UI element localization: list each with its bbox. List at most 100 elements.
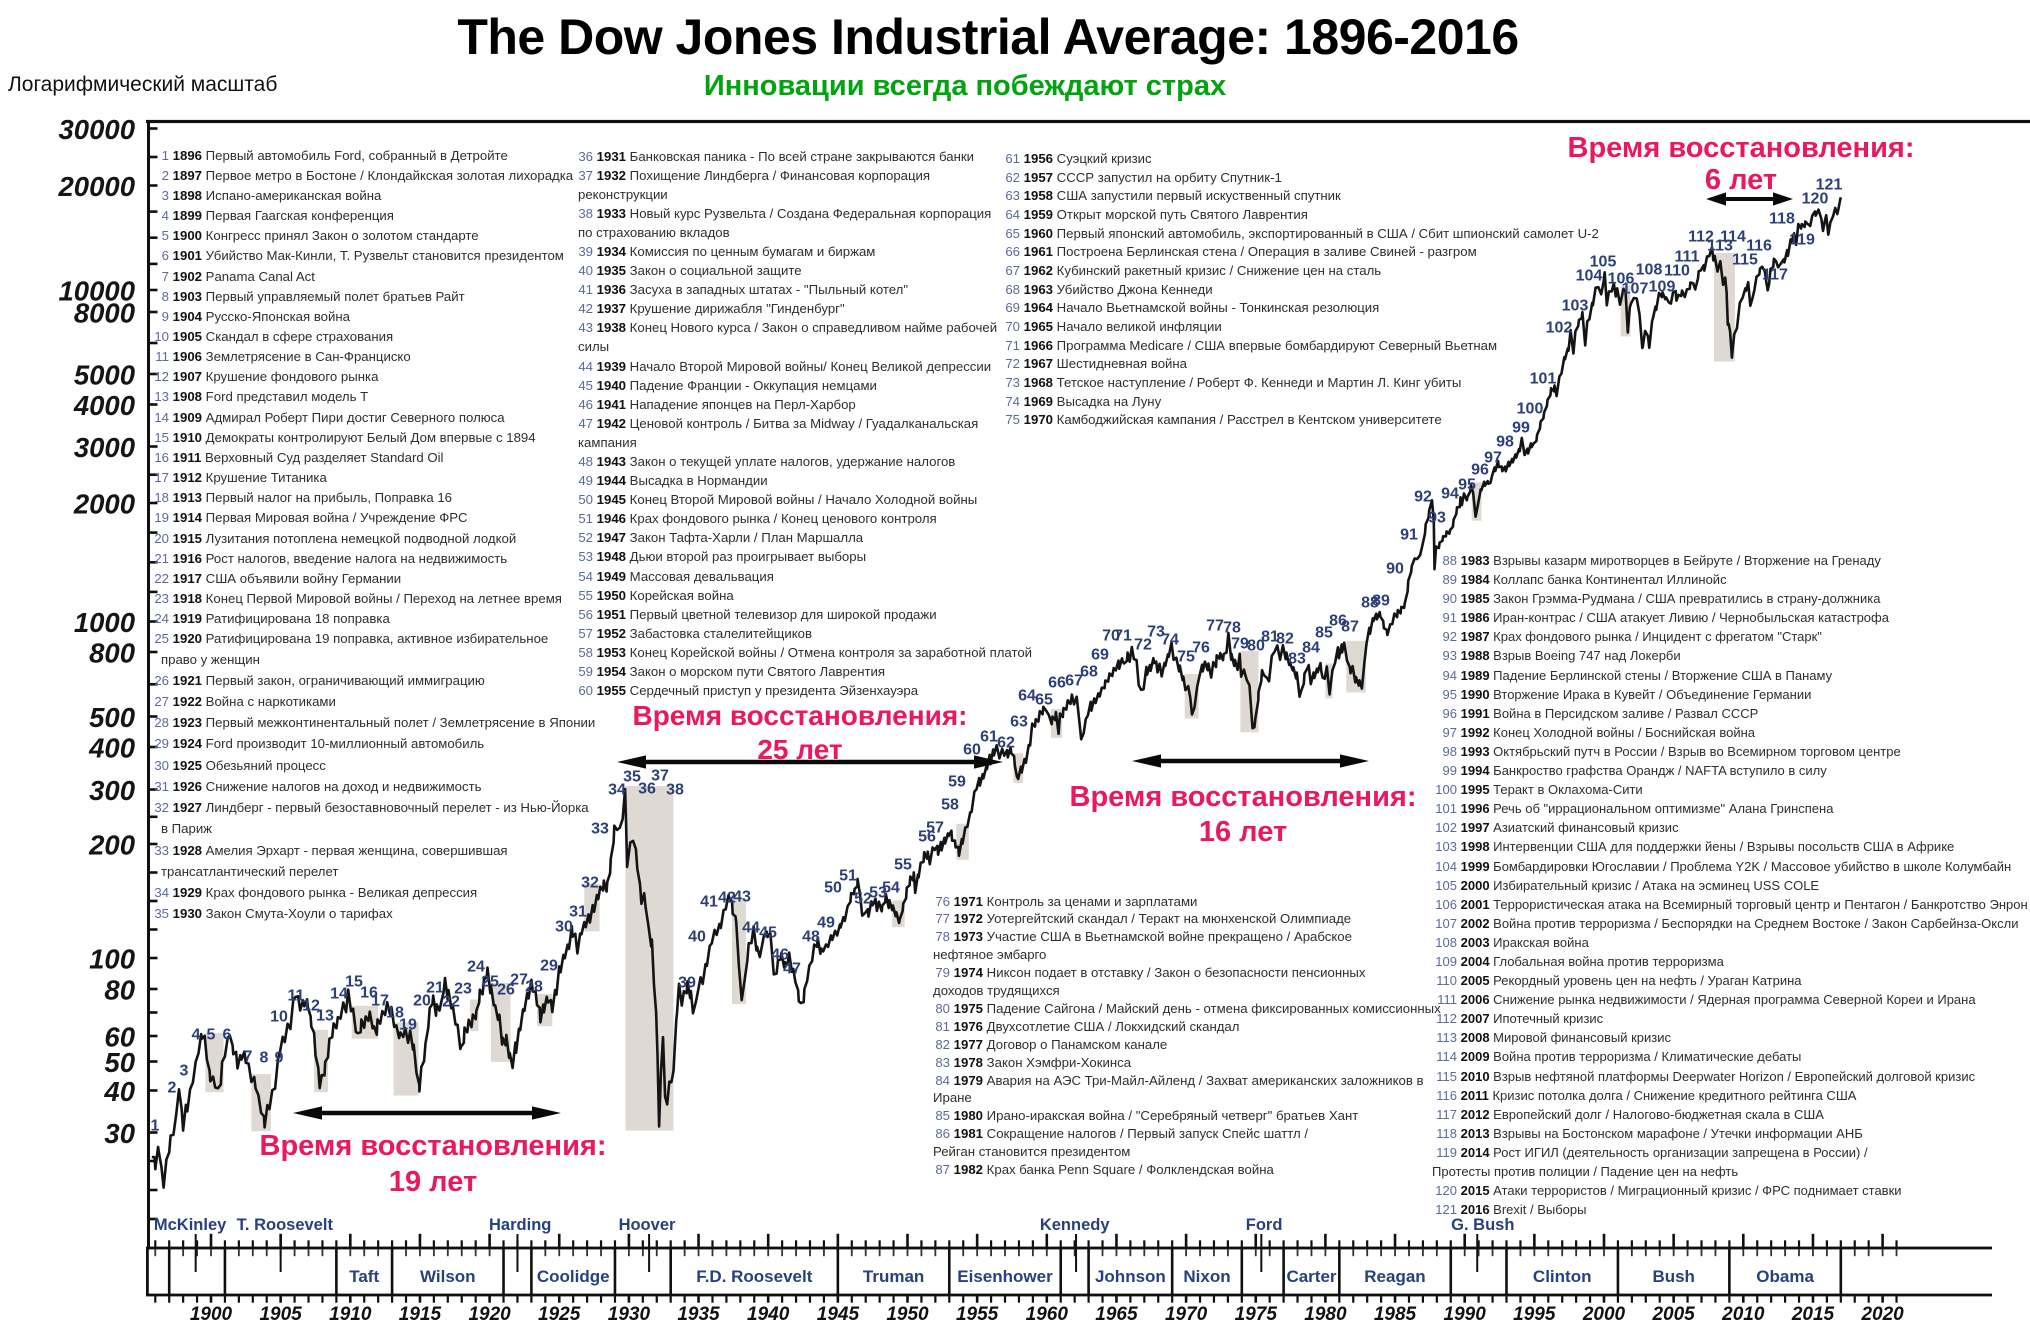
- svg-text:46: 46: [771, 947, 789, 964]
- svg-text:121: 121: [1816, 177, 1843, 194]
- svg-text:Wilson: Wilson: [420, 1267, 476, 1286]
- svg-text:13: 13: [316, 1008, 334, 1025]
- svg-text:102: 102: [1546, 320, 1573, 337]
- svg-text:1970: 1970: [1165, 1304, 1208, 1325]
- svg-text:Bush: Bush: [1652, 1267, 1695, 1286]
- svg-text:63: 63: [1010, 714, 1028, 731]
- svg-text:1990: 1990: [1444, 1304, 1487, 1325]
- svg-text:Johnson: Johnson: [1095, 1267, 1166, 1286]
- svg-text:Hoover: Hoover: [619, 1216, 676, 1234]
- svg-text:20000: 20000: [58, 171, 136, 202]
- svg-text:Ford: Ford: [1246, 1216, 1283, 1234]
- svg-text:800: 800: [89, 638, 136, 669]
- svg-text:38: 38: [666, 782, 684, 799]
- svg-text:8: 8: [260, 1050, 269, 1067]
- svg-text:114: 114: [1720, 229, 1746, 246]
- svg-text:T. Roosevelt: T. Roosevelt: [237, 1216, 334, 1234]
- svg-text:43: 43: [733, 889, 751, 906]
- svg-text:110: 110: [1664, 263, 1690, 280]
- svg-text:Nixon: Nixon: [1183, 1267, 1230, 1286]
- svg-text:Harding: Harding: [489, 1216, 551, 1234]
- svg-text:22: 22: [442, 994, 460, 1011]
- svg-text:59: 59: [948, 774, 966, 791]
- svg-text:26: 26: [497, 982, 515, 999]
- svg-text:69: 69: [1091, 647, 1109, 664]
- svg-text:5: 5: [207, 1027, 216, 1044]
- svg-text:96: 96: [1471, 462, 1489, 479]
- svg-text:52: 52: [854, 891, 872, 908]
- svg-text:76: 76: [1192, 640, 1210, 657]
- svg-text:51: 51: [839, 868, 857, 885]
- svg-text:F.D. Roosevelt: F.D. Roosevelt: [696, 1267, 813, 1286]
- svg-text:2015: 2015: [1791, 1304, 1835, 1325]
- svg-text:64: 64: [1018, 688, 1036, 705]
- svg-text:Clinton: Clinton: [1533, 1267, 1592, 1286]
- svg-text:Carter: Carter: [1286, 1267, 1336, 1286]
- svg-text:14: 14: [330, 986, 348, 1003]
- svg-text:4000: 4000: [73, 390, 136, 421]
- svg-text:88: 88: [1361, 595, 1379, 612]
- svg-text:1: 1: [151, 1118, 160, 1135]
- svg-text:3: 3: [180, 1063, 189, 1080]
- svg-text:112: 112: [1688, 229, 1714, 246]
- svg-text:1980: 1980: [1304, 1304, 1347, 1325]
- svg-text:67: 67: [1065, 673, 1083, 690]
- svg-text:37: 37: [651, 768, 669, 785]
- svg-text:111: 111: [1675, 249, 1700, 266]
- svg-text:50: 50: [824, 880, 842, 897]
- svg-text:1925: 1925: [538, 1304, 581, 1325]
- svg-text:23: 23: [454, 981, 472, 998]
- svg-text:29: 29: [540, 958, 558, 975]
- svg-text:34: 34: [608, 782, 626, 799]
- svg-text:57: 57: [926, 820, 944, 837]
- svg-text:7: 7: [244, 1049, 253, 1066]
- svg-text:81: 81: [1261, 629, 1279, 646]
- svg-text:1940: 1940: [747, 1304, 790, 1325]
- svg-text:Coolidge: Coolidge: [537, 1267, 610, 1286]
- svg-text:28: 28: [525, 979, 543, 996]
- svg-text:79: 79: [1231, 636, 1249, 653]
- svg-text:2020: 2020: [1860, 1304, 1904, 1325]
- svg-text:115: 115: [1732, 252, 1758, 269]
- svg-text:21: 21: [426, 980, 444, 997]
- svg-text:19: 19: [399, 1017, 417, 1034]
- svg-text:400: 400: [88, 733, 136, 764]
- svg-text:119: 119: [1789, 232, 1815, 249]
- svg-text:5000: 5000: [74, 360, 136, 391]
- svg-text:32: 32: [581, 875, 599, 892]
- svg-text:35: 35: [623, 769, 641, 786]
- svg-text:100: 100: [1517, 401, 1544, 418]
- svg-text:1905: 1905: [259, 1304, 302, 1325]
- svg-text:65: 65: [1035, 692, 1053, 709]
- svg-text:McKinley: McKinley: [154, 1216, 227, 1234]
- svg-text:42: 42: [718, 890, 736, 907]
- svg-text:105: 105: [1590, 254, 1617, 271]
- svg-text:10: 10: [270, 1009, 288, 1026]
- svg-text:56: 56: [918, 829, 936, 846]
- svg-text:94: 94: [1441, 486, 1459, 503]
- svg-text:Reagan: Reagan: [1364, 1267, 1425, 1286]
- svg-text:98: 98: [1496, 434, 1514, 451]
- svg-text:3000: 3000: [74, 432, 136, 463]
- svg-text:80: 80: [1247, 638, 1265, 655]
- svg-text:93: 93: [1428, 510, 1446, 527]
- svg-text:Eisenhower: Eisenhower: [957, 1267, 1053, 1286]
- svg-text:39: 39: [678, 975, 696, 992]
- svg-text:85: 85: [1315, 625, 1333, 642]
- svg-text:107: 107: [1622, 281, 1649, 298]
- svg-text:1935: 1935: [677, 1304, 720, 1325]
- svg-text:1000: 1000: [74, 607, 136, 638]
- svg-text:60: 60: [104, 1022, 135, 1053]
- svg-text:101: 101: [1530, 371, 1557, 388]
- svg-text:30000: 30000: [59, 114, 136, 145]
- svg-text:118: 118: [1769, 211, 1795, 228]
- svg-text:50: 50: [104, 1047, 135, 1078]
- svg-text:Truman: Truman: [863, 1267, 924, 1286]
- svg-text:44: 44: [742, 920, 760, 937]
- svg-text:18: 18: [386, 1005, 404, 1022]
- svg-text:104: 104: [1576, 268, 1603, 285]
- svg-text:27: 27: [510, 972, 528, 989]
- svg-text:2: 2: [168, 1080, 177, 1097]
- svg-text:1920: 1920: [468, 1304, 511, 1325]
- svg-text:70: 70: [1102, 628, 1120, 645]
